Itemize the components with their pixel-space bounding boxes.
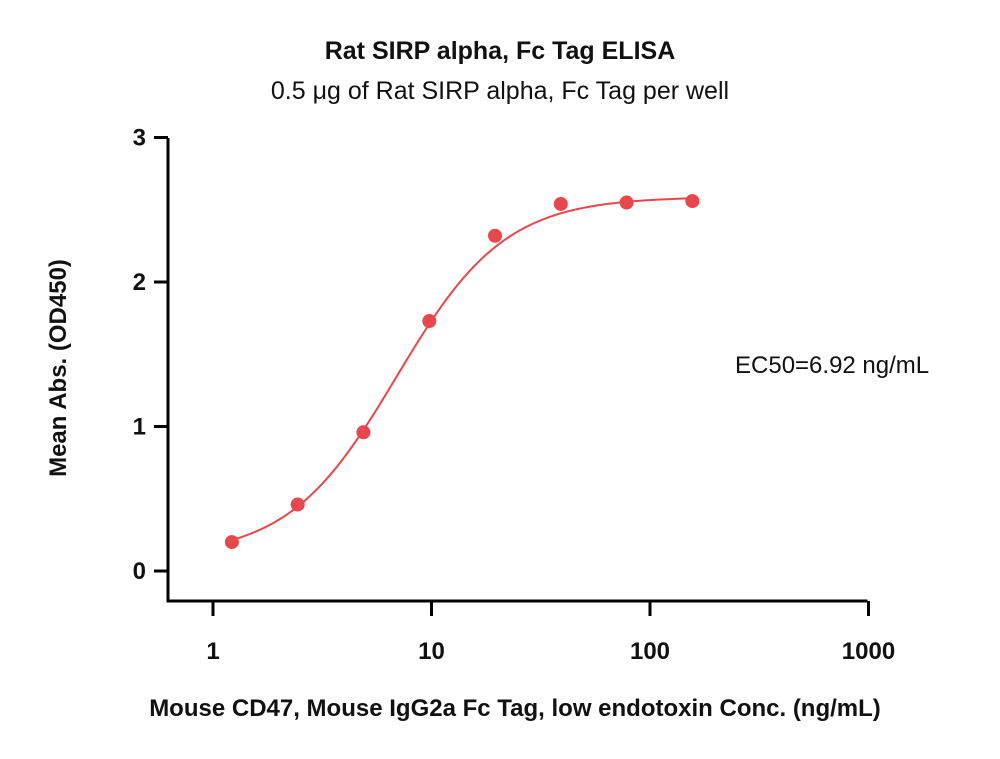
data-point	[290, 497, 305, 512]
x-tick-label: 100	[630, 638, 670, 665]
y-tick-label: 3	[133, 125, 146, 152]
fit-curve-layer	[231, 197, 693, 542]
y-tick-label: 2	[133, 269, 146, 296]
y-axis-title: Mean Abs. (OD450)	[45, 259, 72, 477]
x-tick-label: 10	[418, 638, 445, 665]
x-tick-label: 1	[206, 638, 219, 665]
axes: 0 1 2 3 1 10 100 1000	[133, 125, 896, 666]
data-point	[685, 194, 700, 209]
ec50-annotation: EC50=6.92 ng/mL	[735, 352, 929, 379]
data-points-layer	[224, 194, 700, 550]
y-tick-label: 0	[133, 558, 146, 585]
data-point	[553, 196, 568, 211]
fit-curve	[231, 197, 693, 542]
data-point	[619, 195, 634, 210]
chart-title: Rat SIRP alpha, Fc Tag ELISA	[324, 37, 676, 65]
data-point	[224, 535, 239, 550]
y-tick-label: 1	[133, 414, 146, 441]
x-tick-label: 1000	[842, 638, 895, 665]
data-point	[422, 314, 437, 329]
data-point	[488, 228, 503, 243]
chart-subtitle: 0.5 μg of Rat SIRP alpha, Fc Tag per wel…	[270, 77, 730, 105]
x-axis-title: Mouse CD47, Mouse IgG2a Fc Tag, low endo…	[149, 695, 881, 722]
data-point	[356, 425, 371, 440]
